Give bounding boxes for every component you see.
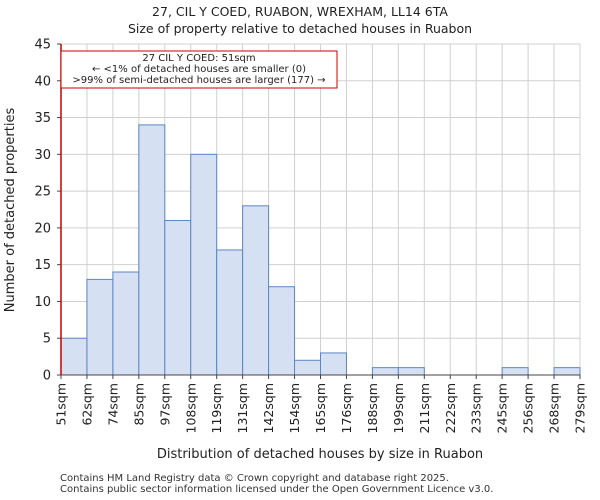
x-tick-label: 256sqm (521, 383, 536, 433)
bar-165sqm (320, 352, 347, 376)
x-tick-label: 154sqm (287, 383, 302, 433)
x-tick-label: 85sqm (131, 383, 146, 426)
bar-85sqm (138, 124, 166, 376)
x-tick-label: 97sqm (157, 383, 172, 426)
x-tick-label: 188sqm (365, 383, 380, 433)
bar-188sqm (371, 367, 399, 376)
y-tick-label: 15 (34, 258, 51, 273)
chart-subtitle: Size of property relative to detached ho… (127, 21, 473, 36)
y-tick-label: 20 (34, 221, 51, 236)
y-tick-label: 45 (34, 38, 51, 53)
bar-199sqm (397, 367, 425, 376)
y-axis-label: Number of detached properties (3, 108, 18, 313)
y-tick-labels: 0 5 10 15 20 25 30 35 40 45 (34, 38, 61, 384)
bar-142sqm (268, 286, 296, 376)
x-tick-label: 108sqm (183, 383, 198, 433)
x-tick-label: 62sqm (79, 383, 94, 426)
y-tick-label: 40 (34, 74, 51, 89)
x-tick-label: 131sqm (235, 383, 250, 433)
x-tick-label: 176sqm (339, 383, 354, 433)
x-tick-label: 74sqm (105, 383, 120, 426)
annotation-box: 27 CIL Y COED: 51sqm ← <1% of detached h… (60, 50, 338, 89)
footer-line-1: Contains HM Land Registry data © Crown c… (60, 473, 449, 484)
footer: Contains HM Land Registry data © Crown c… (60, 473, 493, 495)
bar-245sqm (501, 367, 529, 376)
annotation-line-1: 27 CIL Y COED: 51sqm (142, 53, 255, 64)
bar-119sqm (216, 249, 244, 376)
annotation-line-3: >99% of semi-detached houses are larger … (72, 75, 325, 86)
chart-title-block: 27, CIL Y COED, RUABON, WREXHAM, LL14 6T… (0, 3, 600, 37)
x-tick-label: 279sqm (573, 383, 588, 433)
y-tick-label: 30 (34, 148, 51, 163)
bar-51sqm (60, 337, 88, 376)
y-tick-label: 0 (43, 369, 51, 384)
bar-62sqm (86, 278, 114, 376)
x-tick-label: 165sqm (313, 383, 328, 433)
bar-131sqm (242, 205, 270, 376)
y-tick-label: 5 (43, 332, 51, 347)
x-tick-label: 245sqm (495, 383, 510, 433)
bar-154sqm (294, 359, 321, 376)
footer-line-2: Contains public sector information licen… (60, 484, 494, 495)
y-tick-label: 10 (34, 295, 51, 310)
x-axis-label: Distribution of detached houses by size … (157, 447, 483, 462)
bar-108sqm (190, 153, 218, 376)
x-tick-label: 51sqm (54, 383, 69, 426)
annotation-frame (60, 50, 338, 89)
histogram-chart: 0 5 10 15 20 25 30 35 40 45 51sqm 62sqm 74sqm 85sqm 9… (3, 38, 588, 463)
x-tick-label: 222sqm (443, 383, 458, 433)
y-tick-label: 25 (34, 185, 51, 200)
y-tick-label: 35 (34, 111, 51, 126)
x-tick-label: 199sqm (391, 383, 406, 433)
bar-268sqm (553, 367, 581, 376)
annotation-line-2: ← <1% of detached houses are smaller (0) (92, 64, 306, 75)
bar-74sqm (112, 271, 140, 376)
chart-title: 27, CIL Y COED, RUABON, WREXHAM, LL14 6T… (152, 4, 448, 19)
x-tick-label: 142sqm (261, 383, 276, 433)
bar-97sqm (164, 220, 192, 376)
x-tick-labels: 51sqm 62sqm 74sqm 85sqm 97sqm 108sqm 119sqm 131… (54, 375, 588, 433)
x-tick-label: 268sqm (547, 383, 562, 433)
x-tick-label: 211sqm (417, 383, 432, 433)
x-tick-label: 233sqm (469, 383, 484, 433)
x-tick-label: 119sqm (209, 383, 224, 433)
